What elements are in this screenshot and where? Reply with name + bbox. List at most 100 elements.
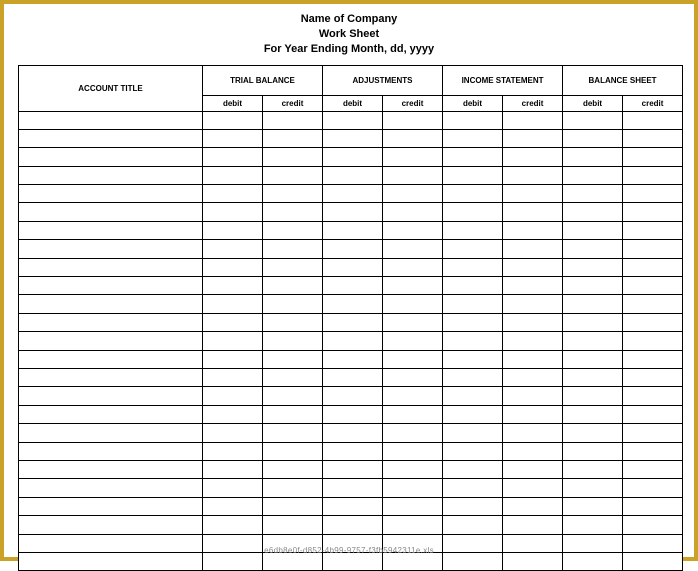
cell-value xyxy=(383,166,443,184)
cell-value xyxy=(383,405,443,423)
cell-value xyxy=(623,166,683,184)
cell-value xyxy=(503,369,563,387)
cell-value xyxy=(443,442,503,460)
subhead-adj-debit: debit xyxy=(323,95,383,111)
cell-value xyxy=(443,277,503,295)
cell-value xyxy=(623,185,683,203)
cell-value xyxy=(383,516,443,534)
cell-value xyxy=(563,350,623,368)
cell-value xyxy=(563,405,623,423)
subhead-balance-debit: debit xyxy=(563,95,623,111)
cell-value xyxy=(563,387,623,405)
cell-value xyxy=(503,516,563,534)
cell-value xyxy=(323,552,383,570)
cell-value xyxy=(443,516,503,534)
cell-value xyxy=(443,552,503,570)
cell-value xyxy=(383,295,443,313)
cell-value xyxy=(563,460,623,478)
cell-value xyxy=(323,479,383,497)
cell-value xyxy=(383,148,443,166)
cell-value xyxy=(203,442,263,460)
cell-account-title xyxy=(19,185,203,203)
cell-value xyxy=(323,424,383,442)
cell-value xyxy=(263,111,323,129)
table-row xyxy=(19,516,683,534)
cell-value xyxy=(323,405,383,423)
cell-value xyxy=(503,166,563,184)
cell-value xyxy=(563,203,623,221)
cell-value xyxy=(623,497,683,515)
cell-value xyxy=(263,313,323,331)
cell-account-title xyxy=(19,295,203,313)
cell-value xyxy=(263,497,323,515)
cell-value xyxy=(443,129,503,147)
cell-value xyxy=(443,148,503,166)
cell-value xyxy=(323,497,383,515)
cell-value xyxy=(263,277,323,295)
cell-value xyxy=(203,148,263,166)
cell-value xyxy=(623,552,683,570)
table-body xyxy=(19,111,683,571)
table-row xyxy=(19,424,683,442)
table-row xyxy=(19,129,683,147)
cell-account-title xyxy=(19,277,203,295)
cell-value xyxy=(623,111,683,129)
col-header-adjustments: ADJUSTMENTS xyxy=(323,65,443,95)
cell-value xyxy=(323,166,383,184)
cell-value xyxy=(623,240,683,258)
cell-account-title xyxy=(19,258,203,276)
table-row xyxy=(19,552,683,570)
cell-value xyxy=(263,350,323,368)
cell-value xyxy=(443,185,503,203)
cell-value xyxy=(323,516,383,534)
table-row xyxy=(19,405,683,423)
cell-value xyxy=(263,129,323,147)
cell-value xyxy=(623,479,683,497)
cell-value xyxy=(503,313,563,331)
cell-value xyxy=(203,460,263,478)
cell-value xyxy=(443,313,503,331)
cell-value xyxy=(383,479,443,497)
cell-value xyxy=(623,277,683,295)
cell-value xyxy=(443,203,503,221)
cell-value xyxy=(503,129,563,147)
cell-value xyxy=(323,203,383,221)
cell-value xyxy=(203,332,263,350)
cell-value xyxy=(443,479,503,497)
cell-account-title xyxy=(19,129,203,147)
subhead-trial-debit: debit xyxy=(203,95,263,111)
subhead-adj-credit: credit xyxy=(383,95,443,111)
cell-value xyxy=(203,258,263,276)
cell-account-title xyxy=(19,166,203,184)
cell-value xyxy=(323,460,383,478)
cell-value xyxy=(383,277,443,295)
cell-value xyxy=(623,424,683,442)
cell-value xyxy=(503,240,563,258)
cell-value xyxy=(323,313,383,331)
cell-value xyxy=(503,258,563,276)
cell-value xyxy=(203,221,263,239)
table-row xyxy=(19,111,683,129)
cell-value xyxy=(563,240,623,258)
cell-value xyxy=(443,460,503,478)
cell-value xyxy=(323,111,383,129)
cell-value xyxy=(323,350,383,368)
cell-value xyxy=(503,277,563,295)
cell-value xyxy=(383,203,443,221)
table-row xyxy=(19,479,683,497)
cell-account-title xyxy=(19,479,203,497)
cell-value xyxy=(323,221,383,239)
table-row xyxy=(19,221,683,239)
cell-value xyxy=(203,185,263,203)
cell-value xyxy=(503,332,563,350)
table-row xyxy=(19,332,683,350)
table-row xyxy=(19,497,683,515)
cell-value xyxy=(203,497,263,515)
cell-value xyxy=(263,221,323,239)
cell-account-title xyxy=(19,497,203,515)
cell-value xyxy=(383,497,443,515)
cell-value xyxy=(623,405,683,423)
cell-value xyxy=(383,185,443,203)
cell-value xyxy=(503,203,563,221)
cell-value xyxy=(323,148,383,166)
